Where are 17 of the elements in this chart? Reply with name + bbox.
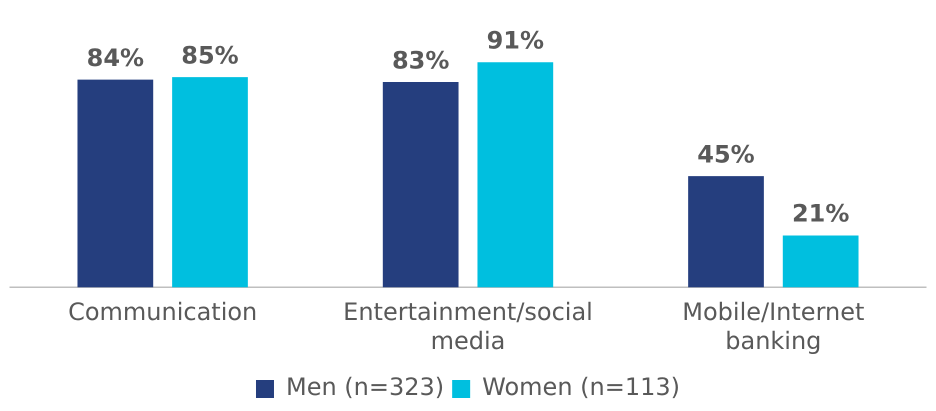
bar <box>477 62 554 288</box>
bar <box>172 77 248 288</box>
data-label: 83% <box>392 46 450 74</box>
x-tick-label: Entertainment/social media <box>343 298 593 355</box>
data-label: 91% <box>486 26 544 54</box>
x-tick-label: Mobile/Internet banking <box>682 298 864 355</box>
bar <box>782 235 859 288</box>
legend-label: Women (n=113) <box>482 373 680 402</box>
legend-label: Men (n=323) <box>286 373 444 402</box>
x-tick-label: Communication <box>68 298 258 326</box>
bar <box>688 176 764 288</box>
bar <box>77 80 154 288</box>
data-label: 85% <box>181 41 239 70</box>
data-label: 21% <box>792 200 850 228</box>
bar <box>382 82 459 288</box>
data-label: 45% <box>697 140 755 168</box>
data-label: 84% <box>86 44 144 72</box>
